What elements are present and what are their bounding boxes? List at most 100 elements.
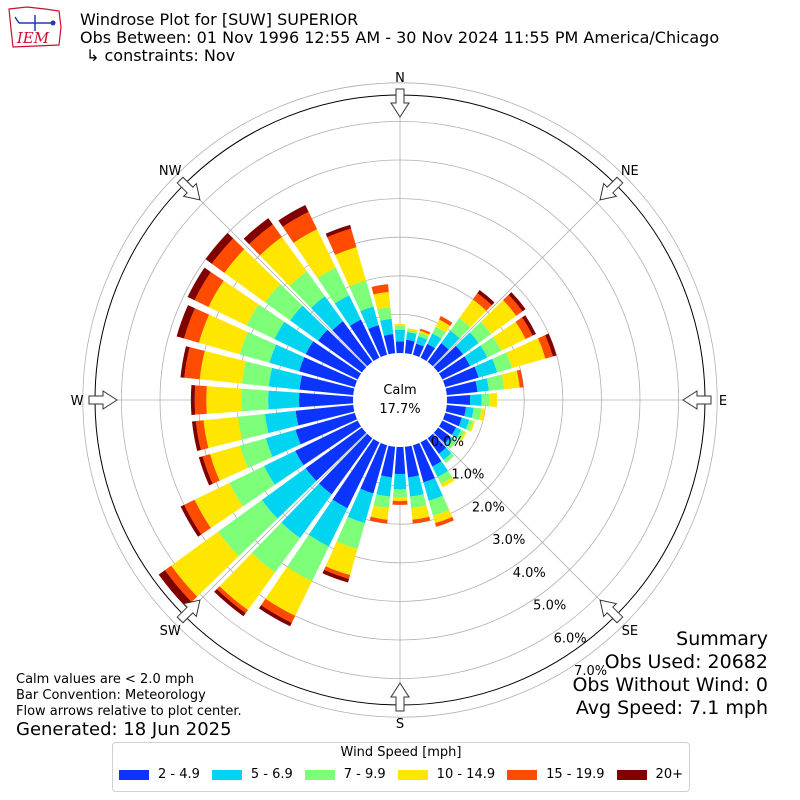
flow-arrow: [599, 176, 624, 201]
wind-bar-segment: [265, 429, 301, 458]
wind-bar-segment: [299, 375, 355, 396]
wind-bar-segment: [464, 406, 474, 419]
wind-bar-segment: [243, 218, 273, 245]
legend-item: 10 - 14.9: [397, 767, 495, 782]
wind-bar-segment: [322, 569, 350, 583]
wind-bar-segment: [420, 438, 442, 467]
wind-bar-segment: [347, 488, 374, 524]
wind-bar-segment: [427, 343, 449, 367]
wind-bar-segment: [214, 588, 246, 617]
wind-bar-segment: [486, 374, 505, 391]
legend-swatch: [616, 769, 647, 780]
wind-bar-segment: [287, 534, 329, 582]
wind-bar-segment: [251, 522, 301, 573]
wind-bar-segment: [446, 394, 471, 406]
wind-bar-segment: [325, 541, 358, 576]
wind-bar-segment: [409, 494, 427, 509]
wind-bar-segment: [459, 431, 467, 442]
wind-bar-segment: [269, 344, 305, 372]
wind-bar-segment: [325, 224, 352, 238]
grid-spoke: [432, 432, 616, 616]
wind-bar-segment: [416, 336, 428, 347]
chart-title: Windrose Plot for [SUW] SUPERIOR: [80, 10, 359, 29]
legend-item: 5 - 6.9: [211, 767, 293, 782]
direction-label: E: [719, 394, 727, 409]
wind-bar-segment: [469, 420, 475, 432]
legend-label: 7 - 9.9: [343, 767, 386, 782]
wind-bar-segment: [274, 321, 314, 355]
direction-label: N: [395, 71, 405, 86]
wind-bar-segment: [392, 500, 408, 505]
legend-label: 20+: [655, 767, 683, 782]
flow-arrow: [176, 599, 201, 624]
wind-bar-segment: [324, 566, 351, 579]
constraints: ↳ constraints: Nov: [86, 46, 236, 65]
wind-bars: [158, 204, 557, 627]
wind-bar-segment: [412, 442, 435, 483]
wind-bar-segment: [299, 357, 358, 388]
grid-spoke: [432, 184, 616, 368]
legend-swatch: [119, 769, 149, 780]
flow-arrow-shape: [599, 176, 624, 201]
wind-bar-segment: [241, 361, 273, 387]
wind-bar-segment: [404, 339, 415, 355]
wind-bar-segment: [480, 336, 502, 358]
wind-bar-segment: [369, 516, 388, 524]
wind-bar-segment: [305, 341, 362, 380]
obs-period: Obs Between: 01 Nov 1996 12:55 AM - 30 N…: [80, 28, 720, 47]
logo-text: IEM: [16, 29, 50, 47]
wind-bar-segment: [261, 598, 296, 623]
wind-bar-segment: [259, 236, 307, 286]
direction-labels: N NE E SE S SW W NW: [71, 71, 728, 732]
calm-center: Calm 17.7%: [353, 353, 447, 447]
wind-bar-segment: [443, 453, 455, 464]
wind-bar-segment: [241, 388, 269, 412]
wind-bar-segment: [419, 328, 431, 335]
wind-bar-segment: [445, 381, 478, 396]
wind-bar-segment: [219, 552, 276, 611]
wind-bar-segment: [406, 332, 417, 342]
calm-label: Calm: [383, 383, 416, 398]
wind-bar-segment: [438, 420, 457, 436]
wind-bar-segment: [506, 338, 546, 369]
wind-bar-segment: [305, 427, 367, 482]
wind-bar-segment: [194, 271, 224, 307]
wind-bar-segment: [349, 319, 380, 362]
legend-item: 2 - 4.9: [119, 767, 200, 782]
wind-bar-segment: [477, 290, 495, 306]
wind-bar-segment: [474, 358, 498, 378]
summary-obs-used: Obs Used: 20682: [604, 651, 768, 673]
wind-bar-segment: [418, 332, 429, 340]
grid-spoke: [184, 432, 368, 616]
wind-bar-segment: [432, 509, 453, 524]
flow-arrow-shape: [88, 390, 118, 410]
wind-bar-segment: [211, 238, 245, 273]
wind-bar-segment: [371, 284, 389, 295]
direction-label: S: [396, 717, 404, 732]
wind-bar-segment: [516, 369, 524, 388]
generated-date: Generated: 18 Jun 2025: [16, 719, 232, 740]
wind-bar-segment: [435, 319, 451, 333]
wind-bar-segment: [310, 296, 344, 331]
wind-bar-segment: [268, 390, 300, 410]
wind-bar-segment: [445, 404, 466, 417]
wind-bar-segment: [447, 438, 457, 449]
wind-bar-segment: [469, 321, 492, 344]
legend-item: 20+: [616, 767, 683, 782]
grid-ring: [82, 82, 718, 718]
wind-bar-segment: [184, 499, 211, 535]
wind-bar-segment: [412, 516, 431, 524]
wind-bar-segment: [199, 350, 246, 384]
wind-bar-segment: [469, 394, 482, 406]
wind-bar-segment: [278, 204, 309, 227]
summary-title: Summary: [676, 628, 768, 650]
wind-bar-segment: [411, 505, 430, 520]
wind-bar-segment: [264, 284, 303, 321]
wind-bar-segment: [419, 330, 430, 336]
wind-bar-segment: [493, 321, 526, 351]
wind-bar-segment: [194, 482, 243, 529]
wind-bar-segment: [435, 516, 454, 527]
wind-bar-segment: [184, 347, 205, 380]
wind-bar-segment: [180, 346, 190, 378]
